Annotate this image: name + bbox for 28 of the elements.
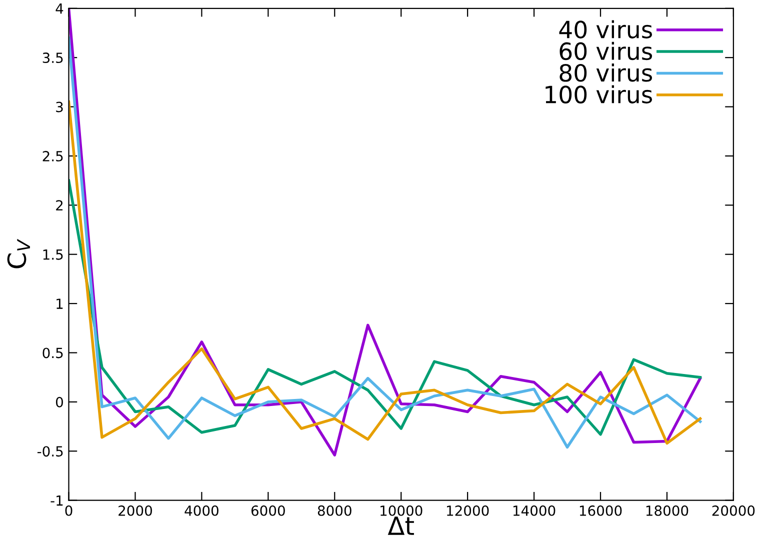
x-tick-label: 16000 [580, 505, 622, 516]
x-tick-label: 0 [65, 505, 72, 516]
y-tick-label: -0.5 [37, 446, 63, 457]
y-tick-label: 1.5 [43, 249, 63, 260]
x-tick-label: 20000 [712, 505, 755, 516]
y-tick-label: 0 [56, 396, 63, 408]
y-tick-label: 2.5 [42, 150, 63, 162]
legend-label: 60 virus [560, 42, 652, 60]
x-tick-label: 8000 [318, 505, 352, 516]
x-tick-label: 2000 [118, 505, 152, 516]
y-tick-label: 3.5 [42, 52, 63, 64]
x-tick-label: 14000 [513, 505, 556, 516]
legend-label: 100 virus [546, 85, 652, 104]
y-tick-label: 2 [56, 200, 63, 210]
y-tick-label: 4 [56, 4, 64, 14]
y-tick-label: 1 [56, 298, 63, 309]
x-axis-title: Δt [388, 516, 414, 535]
y-tick-label: -1 [50, 495, 63, 506]
y-tick-label: 3 [56, 102, 63, 112]
x-tick-label: 4000 [184, 505, 218, 516]
x-tick-label: 10000 [380, 505, 422, 516]
x-tick-label: 6000 [251, 505, 285, 516]
legend-label: 40 virus [559, 20, 652, 38]
x-tick-label: 18000 [646, 505, 688, 516]
y-axis-title: C$_{V}$ [7, 238, 30, 268]
y-tick-label: 0.5 [42, 348, 63, 358]
legend-label: 80 virus [560, 64, 652, 82]
x-tick-label: 12000 [447, 505, 489, 516]
